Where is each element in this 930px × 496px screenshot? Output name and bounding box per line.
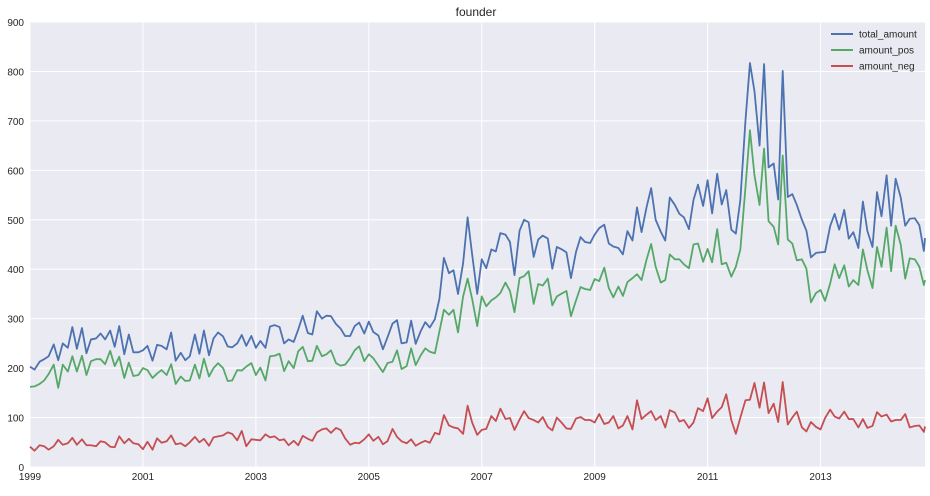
series-line-amount-pos	[29, 129, 926, 389]
plot-background	[30, 22, 925, 467]
x-tick-label: 2009	[584, 472, 607, 483]
y-tick-label: 900	[7, 18, 24, 29]
series-line-total-amount	[29, 62, 926, 371]
legend-label: amount_neg	[859, 62, 915, 73]
x-tick-label: 2001	[132, 472, 155, 483]
x-tick-label: 1999	[19, 472, 42, 483]
x-tick-label: 2011	[697, 472, 719, 483]
y-tick-label: 0	[18, 463, 24, 474]
legend-label: amount_pos	[859, 46, 914, 57]
series-line-amount-neg	[29, 381, 926, 452]
y-tick-label: 700	[7, 117, 24, 128]
x-tick-label: 2007	[471, 472, 494, 483]
legend-label: total_amount	[859, 30, 917, 41]
legend: total_amount amount_pos amount_neg	[831, 30, 917, 73]
y-tick-label: 100	[7, 414, 24, 425]
y-tick-label: 400	[7, 265, 24, 276]
x-tick-label: 2005	[358, 472, 381, 483]
x-tick-label: 2013	[809, 472, 832, 483]
x-tick-label: 2003	[245, 472, 268, 483]
y-tick-label: 800	[7, 67, 24, 78]
chart-title: founder	[456, 5, 497, 19]
y-tick-label: 500	[7, 216, 24, 227]
y-tick-label: 600	[7, 166, 24, 177]
y-tick-label: 200	[7, 364, 24, 375]
y-tick-label: 300	[7, 315, 24, 326]
